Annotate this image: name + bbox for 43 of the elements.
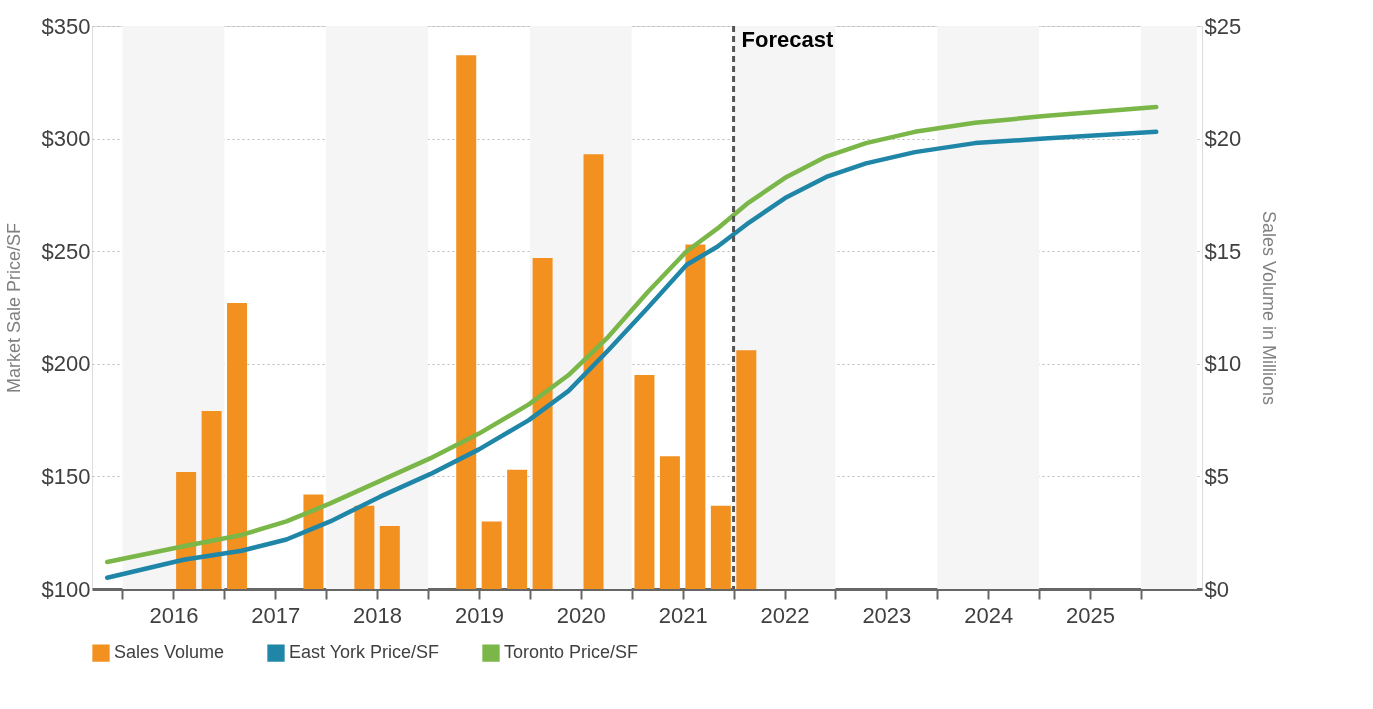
y2-tick-label: $5	[1204, 463, 1229, 489]
ref-line-label: Forecast	[741, 27, 834, 52]
x-tick-label: 2017	[251, 602, 301, 628]
y-axis-title: Market Sale Price/SF	[3, 222, 24, 394]
bar	[736, 350, 757, 589]
legend-label: Toronto Price/SF	[504, 642, 639, 663]
x-tick-label: 2019	[454, 602, 504, 628]
y2-tick-label: $25	[1204, 13, 1242, 39]
y-tick-label: $300	[41, 126, 91, 152]
y-tick-label: $250	[41, 238, 91, 264]
bar	[685, 244, 706, 589]
bar	[659, 456, 680, 589]
bar	[634, 375, 655, 589]
y-tick-label: $200	[41, 351, 91, 377]
x-tick-label: 2016	[149, 602, 199, 628]
bar	[176, 471, 197, 589]
y2-tick-label: $10	[1204, 351, 1242, 377]
x-tick-label: 2021	[658, 602, 708, 628]
x-tick-label: 2023	[862, 602, 912, 628]
bar	[507, 469, 528, 589]
bar	[227, 303, 248, 589]
x-tick-label: 2025	[1066, 602, 1116, 628]
x-tick-label: 2024	[964, 602, 1014, 628]
bar	[481, 521, 502, 589]
y2-tick-label: $15	[1204, 238, 1242, 264]
y2-tick-label: $20	[1204, 126, 1242, 152]
bar	[532, 257, 553, 589]
x-tick-label: 2018	[353, 602, 403, 628]
bar	[201, 411, 222, 589]
y-tick-label: $350	[41, 13, 91, 39]
bar	[354, 505, 375, 589]
y2-tick-label: $0	[1204, 576, 1229, 602]
y-tick-label: $150	[41, 463, 91, 489]
y2-axis-title: Sales Volume in Millions	[1259, 210, 1280, 406]
bar	[456, 55, 477, 589]
legend-label: Sales Volume	[114, 642, 225, 663]
x-tick-label: 2022	[760, 602, 810, 628]
legend-label: East York Price/SF	[289, 642, 440, 663]
x-tick-label: 2020	[556, 602, 606, 628]
bar	[379, 525, 400, 589]
bar	[583, 154, 604, 589]
bar	[710, 505, 731, 589]
y-tick-label: $100	[41, 576, 91, 602]
